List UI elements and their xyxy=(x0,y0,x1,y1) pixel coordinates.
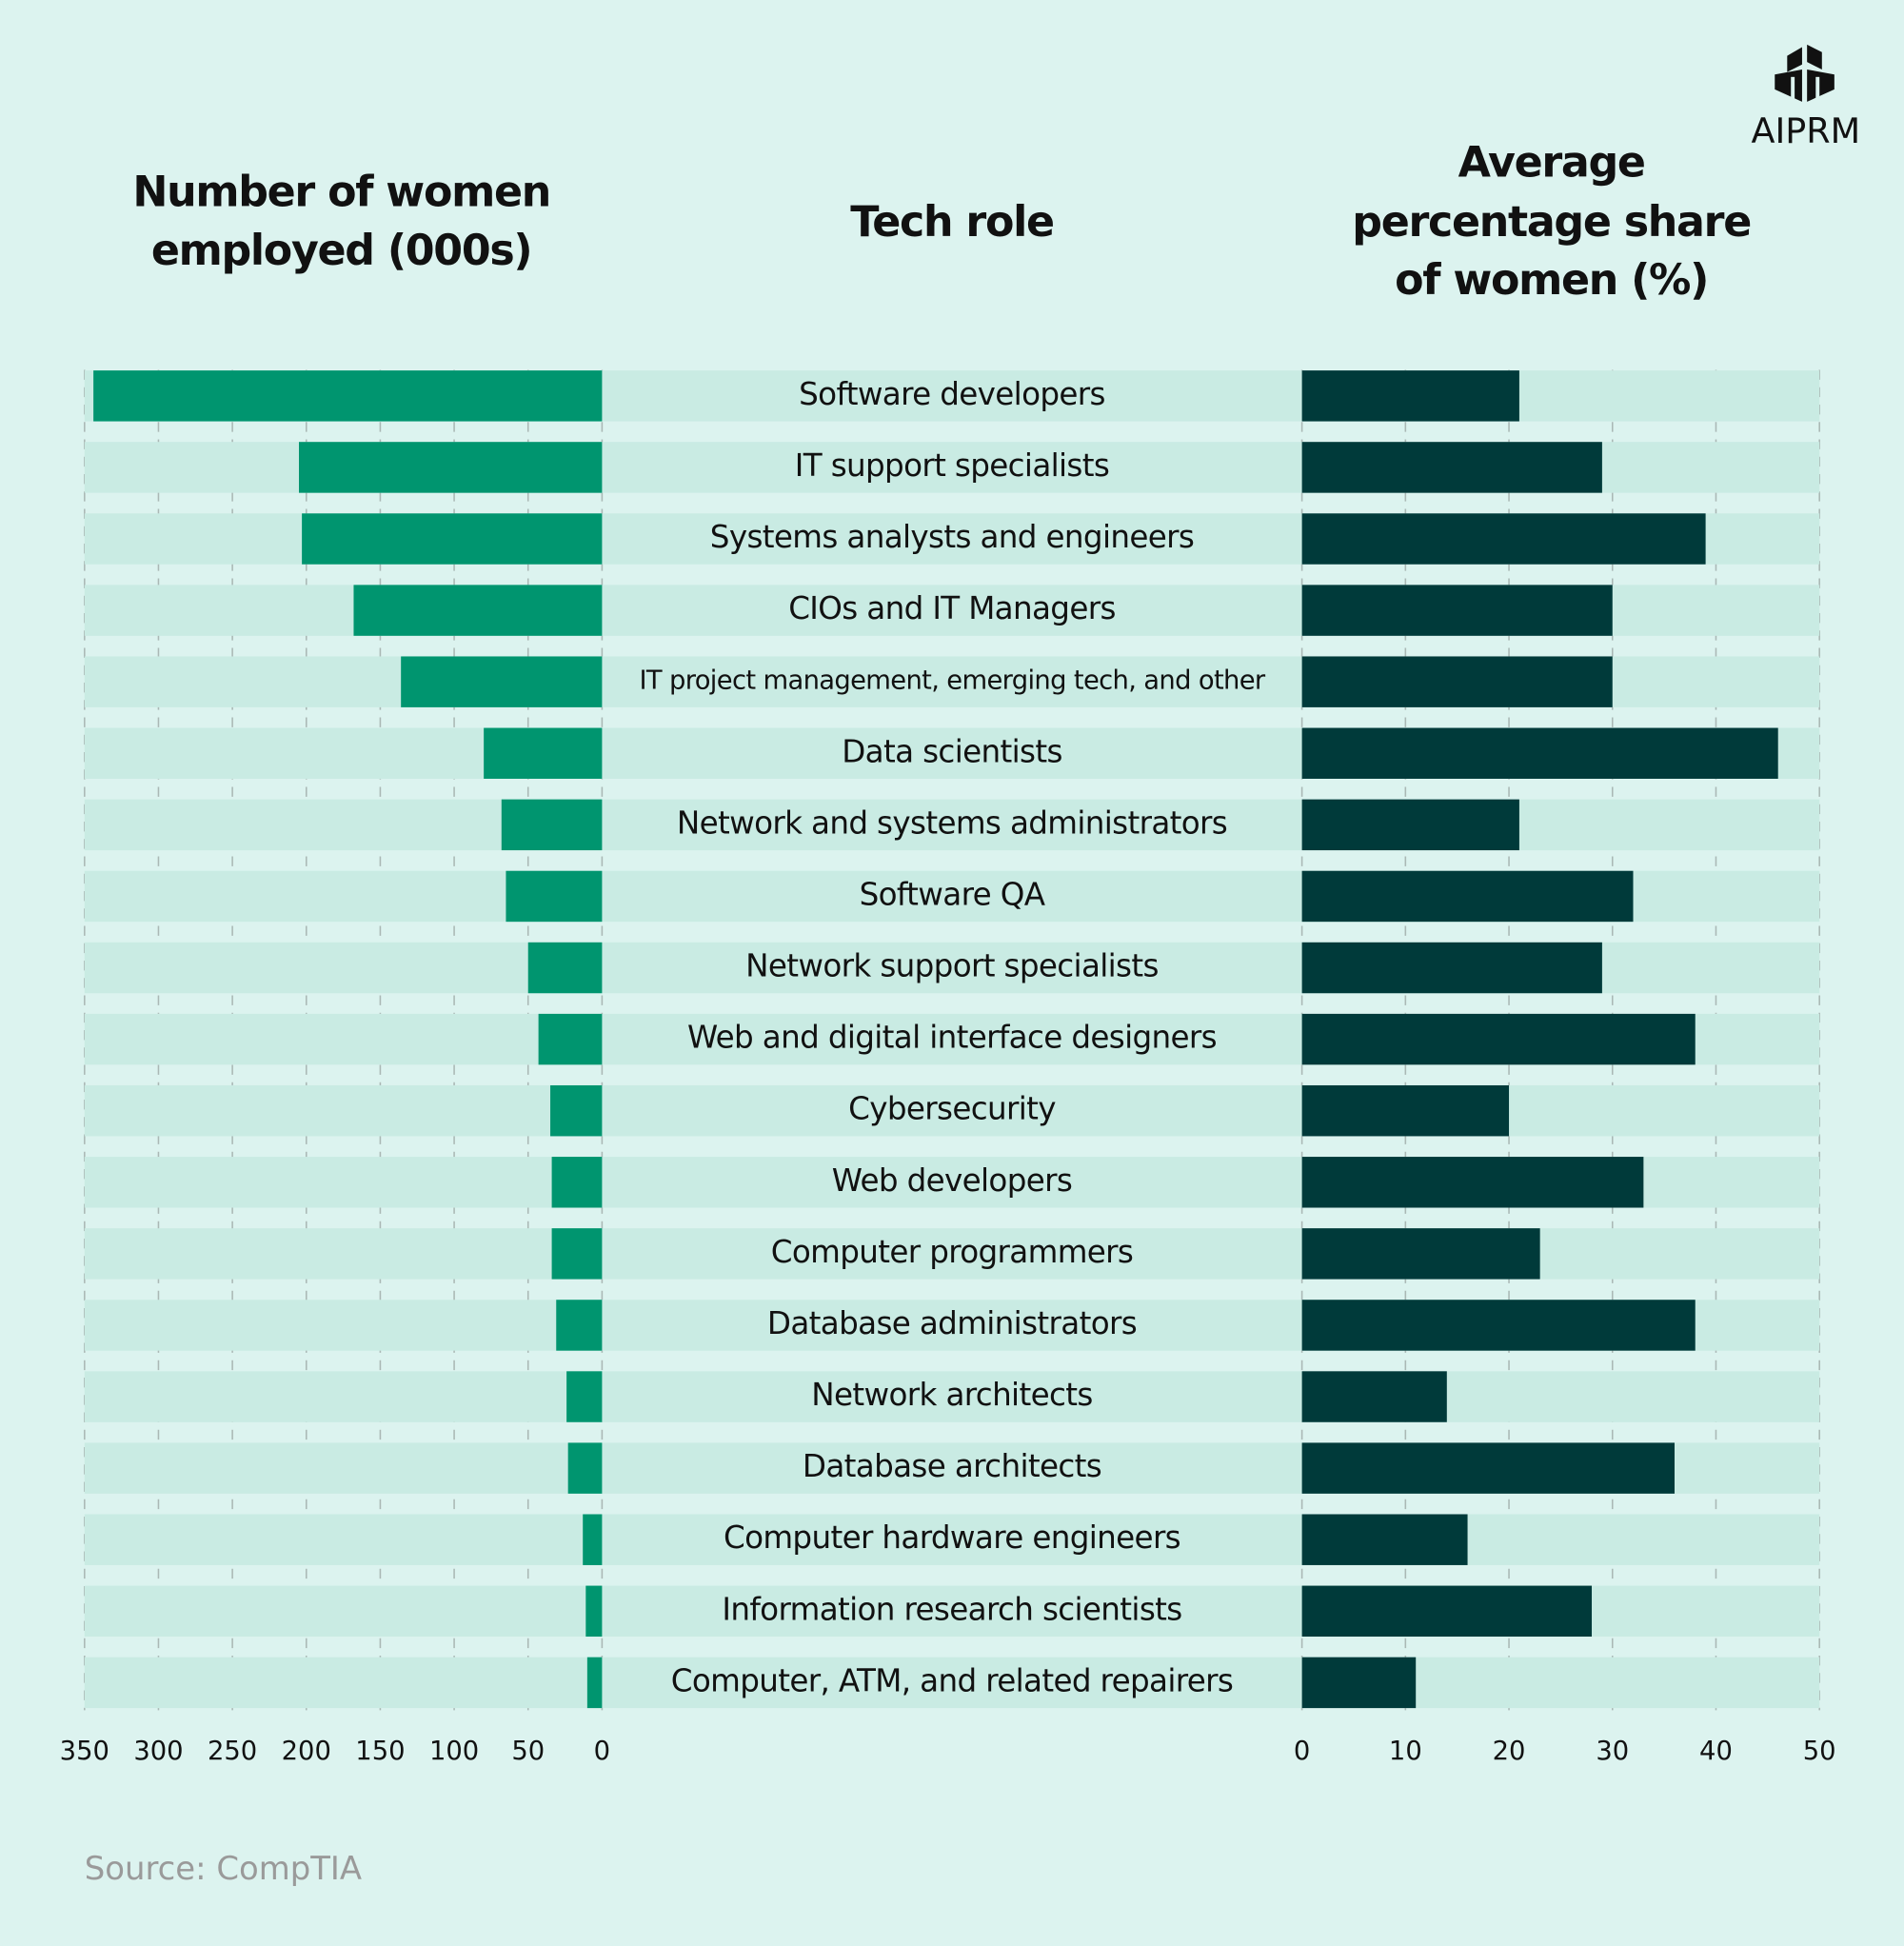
category-label: Network and systems administrators xyxy=(677,804,1227,841)
category-label: IT project management, emerging tech, an… xyxy=(639,666,1265,696)
row-band xyxy=(84,1084,1820,1137)
bar xyxy=(1301,585,1613,636)
panel-title: Average xyxy=(1458,138,1645,187)
bar xyxy=(1301,1442,1675,1494)
x-tick-label: 0 xyxy=(1294,1737,1310,1766)
panel-title: Number of women xyxy=(132,169,550,217)
row-band xyxy=(84,1514,1820,1565)
category-label: Software QA xyxy=(860,876,1046,912)
x-tick-label: 20 xyxy=(1493,1737,1526,1766)
x-tick-label: 350 xyxy=(60,1737,109,1766)
x-tick-label: 300 xyxy=(133,1737,183,1766)
bar xyxy=(1301,1013,1696,1065)
category-label: Database administrators xyxy=(767,1305,1137,1341)
x-tick-label: 30 xyxy=(1596,1737,1629,1766)
bar xyxy=(550,1084,603,1137)
category-label: CIOs and IT Managers xyxy=(788,590,1116,626)
bar xyxy=(1301,1228,1540,1280)
bar xyxy=(586,1657,603,1709)
bar xyxy=(1301,442,1602,493)
bar xyxy=(585,1585,603,1638)
category-label: Systems analysts and engineers xyxy=(710,519,1194,555)
panel-title: employed (000s) xyxy=(151,227,532,275)
x-tick-label: 0 xyxy=(594,1737,610,1766)
bar xyxy=(302,513,603,565)
bar xyxy=(501,799,603,851)
category-label: Information research scientists xyxy=(722,1591,1181,1627)
bar xyxy=(551,1228,603,1280)
bar xyxy=(1301,1585,1593,1638)
bar xyxy=(353,585,603,636)
bar xyxy=(1301,656,1613,707)
brand-logo xyxy=(1775,44,1835,102)
x-tick-label: 50 xyxy=(511,1737,545,1766)
x-tick-label: 200 xyxy=(282,1737,331,1766)
category-label: Web and digital interface designers xyxy=(687,1020,1217,1056)
bar xyxy=(1301,942,1602,994)
category-label: Network architects xyxy=(811,1377,1092,1413)
bar xyxy=(1301,513,1706,565)
bar xyxy=(299,442,603,493)
bar xyxy=(1301,1514,1468,1565)
bar xyxy=(1301,1157,1644,1208)
category-label: IT support specialists xyxy=(795,447,1109,484)
category-label: Software developers xyxy=(799,376,1105,412)
bar xyxy=(93,370,603,422)
panel-title: of women (%) xyxy=(1395,256,1708,305)
bar xyxy=(556,1300,603,1351)
category-label: Web developers xyxy=(832,1162,1072,1199)
category-label: Cybersecurity xyxy=(848,1091,1056,1127)
brand-name: AIPRM xyxy=(1752,110,1861,151)
center-title: Tech role xyxy=(850,198,1053,247)
row-band xyxy=(84,1657,1820,1709)
category-label: Computer hardware engineers xyxy=(724,1519,1180,1556)
row-band xyxy=(84,799,1820,851)
bar xyxy=(551,1157,603,1208)
category-label: Database architects xyxy=(803,1448,1101,1484)
bar xyxy=(1301,1371,1447,1422)
x-tick-label: 250 xyxy=(208,1737,257,1766)
bar xyxy=(1301,1300,1696,1351)
bar xyxy=(527,942,603,994)
bar xyxy=(1301,870,1634,923)
bar xyxy=(484,727,603,779)
bar xyxy=(401,656,603,707)
x-tick-label: 50 xyxy=(1803,1737,1836,1766)
bar xyxy=(567,1442,603,1494)
category-label: Network support specialists xyxy=(745,948,1159,984)
bar xyxy=(566,1371,603,1422)
category-label: Data scientists xyxy=(842,733,1062,769)
bar xyxy=(1301,727,1778,779)
bar xyxy=(1301,799,1519,851)
bar xyxy=(1301,1657,1417,1709)
x-tick-label: 10 xyxy=(1389,1737,1422,1766)
category-label: Computer programmers xyxy=(771,1234,1133,1270)
row-band xyxy=(84,1371,1820,1422)
bar xyxy=(1301,1084,1510,1137)
x-tick-label: 100 xyxy=(429,1737,479,1766)
x-tick-label: 40 xyxy=(1699,1737,1733,1766)
bar xyxy=(506,870,603,923)
source-note: Source: CompTIA xyxy=(85,1850,362,1887)
panel-title: percentage share xyxy=(1352,198,1751,247)
bar xyxy=(1301,370,1519,422)
category-label: Computer, ATM, and related repairers xyxy=(671,1662,1233,1698)
x-tick-label: 150 xyxy=(355,1737,405,1766)
bar xyxy=(538,1013,603,1065)
bar xyxy=(583,1514,603,1565)
